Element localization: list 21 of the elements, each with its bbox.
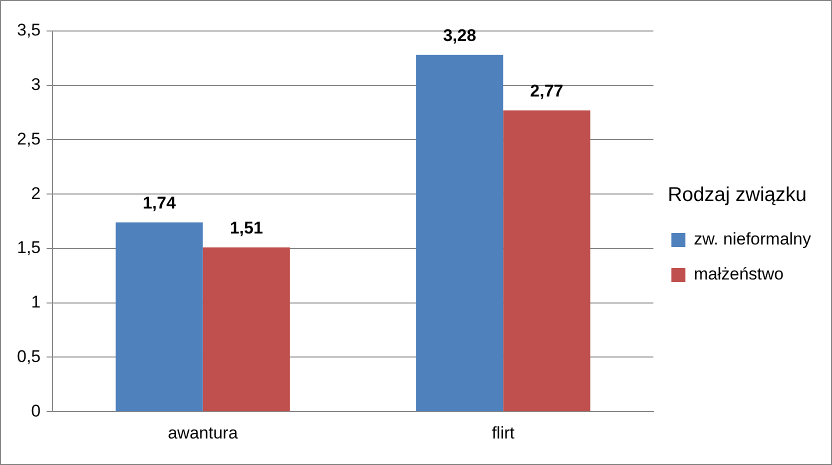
- legend-title: Rodzaj związku: [668, 184, 807, 206]
- legend-label: małżeństwo: [694, 264, 784, 284]
- x-tick-label: flirt: [492, 423, 515, 442]
- y-tick-label: 1: [31, 292, 41, 312]
- bar: [116, 222, 203, 412]
- legend-label: zw. nieformalny: [694, 230, 812, 249]
- bar: [416, 54, 504, 412]
- y-tick-label: 3,5: [16, 20, 41, 40]
- data-label: 1,51: [230, 218, 263, 238]
- y-tick-label: 3: [31, 75, 41, 94]
- y-tick-label: 0,5: [16, 346, 41, 366]
- x-tick-label: awantura: [168, 423, 238, 442]
- data-label: 3,28: [443, 26, 476, 46]
- data-label: 1,74: [142, 194, 176, 213]
- bar: [202, 247, 290, 412]
- y-tick-label: 2,5: [16, 129, 41, 148]
- y-tick-label: 2: [31, 184, 41, 203]
- data-label: 2,77: [530, 82, 564, 101]
- y-tick-label: 0: [31, 401, 41, 420]
- bar: [503, 110, 590, 412]
- y-tick-label: 1,5: [16, 238, 41, 258]
